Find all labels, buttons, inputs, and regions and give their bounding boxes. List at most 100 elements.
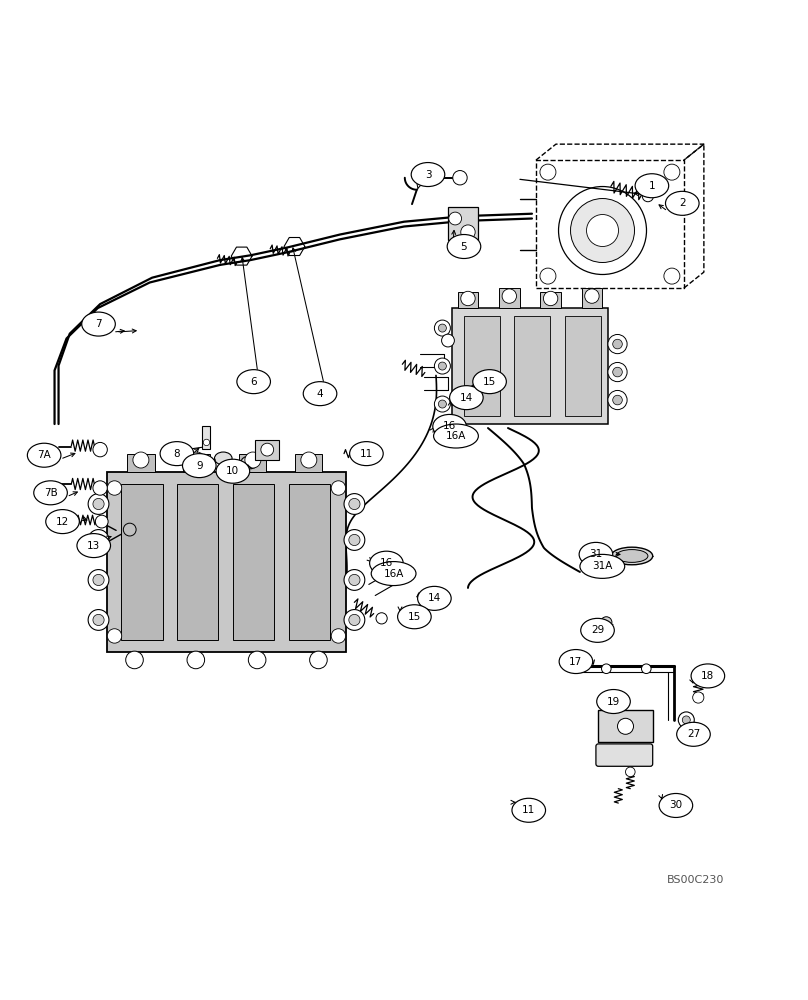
Circle shape <box>502 289 516 303</box>
Ellipse shape <box>77 534 111 558</box>
Circle shape <box>331 481 346 495</box>
FancyBboxPatch shape <box>121 484 162 640</box>
Circle shape <box>678 712 694 728</box>
FancyBboxPatch shape <box>457 292 478 308</box>
Circle shape <box>88 494 109 514</box>
Circle shape <box>93 442 107 457</box>
FancyBboxPatch shape <box>239 454 267 472</box>
Text: 16: 16 <box>443 421 457 431</box>
Circle shape <box>344 570 365 590</box>
Circle shape <box>344 610 365 630</box>
Text: 16A: 16A <box>446 431 466 441</box>
Circle shape <box>612 367 622 377</box>
Ellipse shape <box>473 370 507 394</box>
Ellipse shape <box>635 174 669 198</box>
Text: 7A: 7A <box>37 450 51 460</box>
Circle shape <box>625 767 635 777</box>
Circle shape <box>107 481 122 495</box>
Circle shape <box>124 523 136 536</box>
Circle shape <box>133 452 149 468</box>
Circle shape <box>95 515 108 528</box>
Ellipse shape <box>579 542 612 566</box>
Circle shape <box>88 570 109 590</box>
Ellipse shape <box>418 586 451 610</box>
Text: 11: 11 <box>360 449 373 459</box>
Text: 2: 2 <box>679 198 686 208</box>
Circle shape <box>664 164 680 180</box>
Circle shape <box>248 651 266 669</box>
Ellipse shape <box>237 370 271 394</box>
FancyBboxPatch shape <box>203 426 210 449</box>
Text: 1: 1 <box>649 181 655 191</box>
Circle shape <box>349 614 360 626</box>
Circle shape <box>585 289 599 303</box>
Circle shape <box>349 574 360 586</box>
FancyBboxPatch shape <box>499 288 520 308</box>
Text: 27: 27 <box>687 729 700 739</box>
Circle shape <box>93 614 104 626</box>
Circle shape <box>376 613 387 624</box>
Text: 9: 9 <box>196 461 203 471</box>
FancyBboxPatch shape <box>596 744 653 766</box>
Circle shape <box>608 390 627 410</box>
Circle shape <box>301 452 317 468</box>
Circle shape <box>360 448 371 459</box>
Circle shape <box>442 334 454 347</box>
Text: 31: 31 <box>589 549 603 559</box>
Text: 7B: 7B <box>44 488 57 498</box>
FancyBboxPatch shape <box>233 484 275 640</box>
Text: 8: 8 <box>174 449 180 459</box>
Text: 14: 14 <box>460 393 473 403</box>
FancyBboxPatch shape <box>183 454 210 472</box>
Circle shape <box>608 334 627 354</box>
Circle shape <box>439 324 446 332</box>
Circle shape <box>608 362 627 382</box>
Text: 11: 11 <box>522 805 536 815</box>
Circle shape <box>540 268 556 284</box>
FancyBboxPatch shape <box>255 440 280 460</box>
Circle shape <box>461 291 475 306</box>
Ellipse shape <box>666 191 699 215</box>
Circle shape <box>664 268 680 284</box>
Circle shape <box>344 530 365 550</box>
Circle shape <box>88 530 109 550</box>
FancyBboxPatch shape <box>448 207 478 240</box>
Circle shape <box>107 629 122 643</box>
FancyBboxPatch shape <box>515 316 550 416</box>
Ellipse shape <box>214 452 232 465</box>
Ellipse shape <box>616 550 648 562</box>
FancyBboxPatch shape <box>464 316 500 416</box>
Text: 14: 14 <box>427 593 441 603</box>
Text: 13: 13 <box>87 541 100 551</box>
Text: 3: 3 <box>425 170 431 180</box>
Circle shape <box>349 534 360 546</box>
Circle shape <box>544 291 558 306</box>
Text: 15: 15 <box>408 612 421 622</box>
Text: 29: 29 <box>591 625 604 635</box>
Ellipse shape <box>581 618 614 642</box>
Circle shape <box>309 651 327 669</box>
Circle shape <box>261 443 274 456</box>
Circle shape <box>349 498 360 510</box>
Circle shape <box>692 692 704 703</box>
FancyBboxPatch shape <box>565 316 600 416</box>
Ellipse shape <box>303 382 337 406</box>
Circle shape <box>540 164 556 180</box>
Circle shape <box>601 664 611 674</box>
Text: 15: 15 <box>483 377 496 387</box>
Circle shape <box>617 718 633 734</box>
Circle shape <box>439 362 446 370</box>
Circle shape <box>612 339 622 349</box>
Ellipse shape <box>449 386 483 410</box>
Ellipse shape <box>350 442 383 466</box>
Circle shape <box>461 225 475 239</box>
Ellipse shape <box>691 664 725 688</box>
Circle shape <box>88 610 109 630</box>
Circle shape <box>126 651 143 669</box>
Text: 31A: 31A <box>592 561 612 571</box>
Ellipse shape <box>559 650 593 674</box>
Circle shape <box>331 629 346 643</box>
Circle shape <box>93 534 104 546</box>
Ellipse shape <box>597 690 630 714</box>
Circle shape <box>642 191 654 202</box>
